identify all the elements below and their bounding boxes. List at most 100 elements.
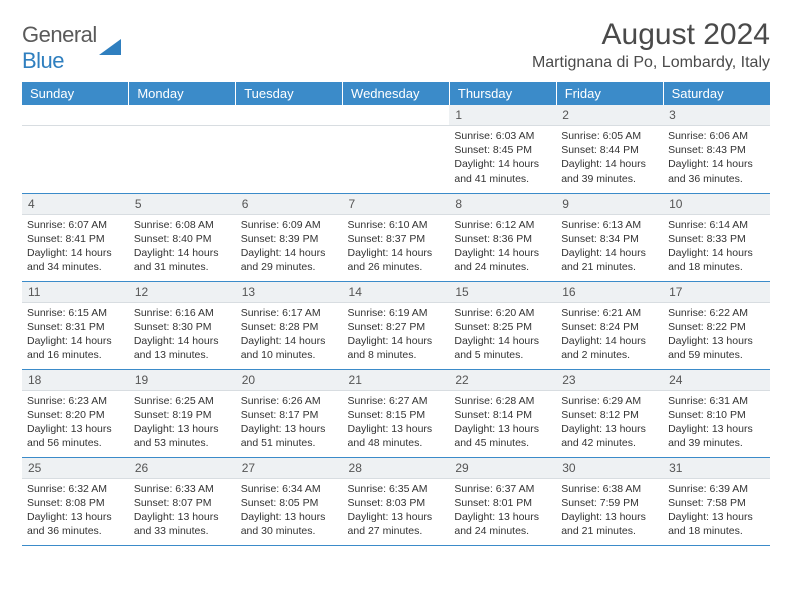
day-number: 15 — [449, 282, 556, 303]
calendar-day-cell: 4Sunrise: 6:07 AMSunset: 8:41 PMDaylight… — [22, 193, 129, 281]
calendar-day-cell: 10Sunrise: 6:14 AMSunset: 8:33 PMDayligh… — [663, 193, 770, 281]
calendar-day-cell: 12Sunrise: 6:16 AMSunset: 8:30 PMDayligh… — [129, 281, 236, 369]
month-title: August 2024 — [532, 18, 770, 52]
day-number: 20 — [236, 370, 343, 391]
day-content: Sunrise: 6:31 AMSunset: 8:10 PMDaylight:… — [663, 391, 770, 456]
day-number: 30 — [556, 458, 663, 479]
day-number: 1 — [449, 105, 556, 126]
day-content — [22, 126, 129, 134]
day-content — [343, 126, 450, 134]
day-number: 6 — [236, 194, 343, 215]
day-content: Sunrise: 6:14 AMSunset: 8:33 PMDaylight:… — [663, 215, 770, 280]
day-number: 17 — [663, 282, 770, 303]
calendar-day-cell: 13Sunrise: 6:17 AMSunset: 8:28 PMDayligh… — [236, 281, 343, 369]
day-number: 7 — [343, 194, 450, 215]
calendar-day-cell: 25Sunrise: 6:32 AMSunset: 8:08 PMDayligh… — [22, 457, 129, 545]
day-content: Sunrise: 6:22 AMSunset: 8:22 PMDaylight:… — [663, 303, 770, 368]
day-number — [22, 105, 129, 126]
day-content: Sunrise: 6:05 AMSunset: 8:44 PMDaylight:… — [556, 126, 663, 191]
day-content: Sunrise: 6:20 AMSunset: 8:25 PMDaylight:… — [449, 303, 556, 368]
day-number: 31 — [663, 458, 770, 479]
day-content: Sunrise: 6:32 AMSunset: 8:08 PMDaylight:… — [22, 479, 129, 544]
calendar-day-cell: 28Sunrise: 6:35 AMSunset: 8:03 PMDayligh… — [343, 457, 450, 545]
weekday-row: SundayMondayTuesdayWednesdayThursdayFrid… — [22, 82, 770, 105]
calendar-day-cell: 7Sunrise: 6:10 AMSunset: 8:37 PMDaylight… — [343, 193, 450, 281]
calendar-day-cell: 1Sunrise: 6:03 AMSunset: 8:45 PMDaylight… — [449, 105, 556, 193]
day-content: Sunrise: 6:10 AMSunset: 8:37 PMDaylight:… — [343, 215, 450, 280]
day-content: Sunrise: 6:16 AMSunset: 8:30 PMDaylight:… — [129, 303, 236, 368]
day-number: 18 — [22, 370, 129, 391]
day-number: 26 — [129, 458, 236, 479]
calendar-day-cell: 19Sunrise: 6:25 AMSunset: 8:19 PMDayligh… — [129, 369, 236, 457]
calendar-day-cell: 26Sunrise: 6:33 AMSunset: 8:07 PMDayligh… — [129, 457, 236, 545]
calendar-day-cell: 29Sunrise: 6:37 AMSunset: 8:01 PMDayligh… — [449, 457, 556, 545]
day-content: Sunrise: 6:27 AMSunset: 8:15 PMDaylight:… — [343, 391, 450, 456]
day-number: 22 — [449, 370, 556, 391]
calendar-day-cell: 16Sunrise: 6:21 AMSunset: 8:24 PMDayligh… — [556, 281, 663, 369]
calendar-day-cell — [22, 105, 129, 193]
day-content: Sunrise: 6:25 AMSunset: 8:19 PMDaylight:… — [129, 391, 236, 456]
calendar-day-cell: 21Sunrise: 6:27 AMSunset: 8:15 PMDayligh… — [343, 369, 450, 457]
calendar-week-row: 4Sunrise: 6:07 AMSunset: 8:41 PMDaylight… — [22, 193, 770, 281]
calendar-day-cell: 11Sunrise: 6:15 AMSunset: 8:31 PMDayligh… — [22, 281, 129, 369]
day-content — [129, 126, 236, 134]
day-content: Sunrise: 6:34 AMSunset: 8:05 PMDaylight:… — [236, 479, 343, 544]
calendar-day-cell: 24Sunrise: 6:31 AMSunset: 8:10 PMDayligh… — [663, 369, 770, 457]
day-content: Sunrise: 6:03 AMSunset: 8:45 PMDaylight:… — [449, 126, 556, 191]
calendar-day-cell: 17Sunrise: 6:22 AMSunset: 8:22 PMDayligh… — [663, 281, 770, 369]
calendar-day-cell: 15Sunrise: 6:20 AMSunset: 8:25 PMDayligh… — [449, 281, 556, 369]
calendar-day-cell: 31Sunrise: 6:39 AMSunset: 7:58 PMDayligh… — [663, 457, 770, 545]
weekday-header: Tuesday — [236, 82, 343, 105]
calendar-table: SundayMondayTuesdayWednesdayThursdayFrid… — [22, 82, 770, 546]
calendar-day-cell — [343, 105, 450, 193]
day-number: 19 — [129, 370, 236, 391]
calendar-day-cell: 27Sunrise: 6:34 AMSunset: 8:05 PMDayligh… — [236, 457, 343, 545]
day-number: 21 — [343, 370, 450, 391]
weekday-header: Wednesday — [343, 82, 450, 105]
day-number: 29 — [449, 458, 556, 479]
day-content: Sunrise: 6:35 AMSunset: 8:03 PMDaylight:… — [343, 479, 450, 544]
day-number — [343, 105, 450, 126]
day-number: 14 — [343, 282, 450, 303]
day-number: 16 — [556, 282, 663, 303]
day-content: Sunrise: 6:38 AMSunset: 7:59 PMDaylight:… — [556, 479, 663, 544]
day-content: Sunrise: 6:19 AMSunset: 8:27 PMDaylight:… — [343, 303, 450, 368]
calendar-day-cell: 9Sunrise: 6:13 AMSunset: 8:34 PMDaylight… — [556, 193, 663, 281]
day-content: Sunrise: 6:06 AMSunset: 8:43 PMDaylight:… — [663, 126, 770, 191]
day-number: 2 — [556, 105, 663, 126]
calendar-week-row: 1Sunrise: 6:03 AMSunset: 8:45 PMDaylight… — [22, 105, 770, 193]
day-content: Sunrise: 6:12 AMSunset: 8:36 PMDaylight:… — [449, 215, 556, 280]
day-content: Sunrise: 6:39 AMSunset: 7:58 PMDaylight:… — [663, 479, 770, 544]
day-content: Sunrise: 6:08 AMSunset: 8:40 PMDaylight:… — [129, 215, 236, 280]
weekday-header: Thursday — [449, 82, 556, 105]
calendar-week-row: 25Sunrise: 6:32 AMSunset: 8:08 PMDayligh… — [22, 457, 770, 545]
weekday-header: Sunday — [22, 82, 129, 105]
calendar-day-cell: 22Sunrise: 6:28 AMSunset: 8:14 PMDayligh… — [449, 369, 556, 457]
calendar-day-cell: 3Sunrise: 6:06 AMSunset: 8:43 PMDaylight… — [663, 105, 770, 193]
calendar-day-cell: 6Sunrise: 6:09 AMSunset: 8:39 PMDaylight… — [236, 193, 343, 281]
day-content: Sunrise: 6:21 AMSunset: 8:24 PMDaylight:… — [556, 303, 663, 368]
day-content: Sunrise: 6:15 AMSunset: 8:31 PMDaylight:… — [22, 303, 129, 368]
weekday-header: Saturday — [663, 82, 770, 105]
brand-text: General Blue — [22, 22, 97, 74]
day-content: Sunrise: 6:29 AMSunset: 8:12 PMDaylight:… — [556, 391, 663, 456]
day-content: Sunrise: 6:28 AMSunset: 8:14 PMDaylight:… — [449, 391, 556, 456]
day-number: 27 — [236, 458, 343, 479]
calendar-day-cell: 30Sunrise: 6:38 AMSunset: 7:59 PMDayligh… — [556, 457, 663, 545]
day-number: 12 — [129, 282, 236, 303]
day-number: 13 — [236, 282, 343, 303]
day-number: 5 — [129, 194, 236, 215]
calendar-week-row: 18Sunrise: 6:23 AMSunset: 8:20 PMDayligh… — [22, 369, 770, 457]
day-number: 28 — [343, 458, 450, 479]
day-content: Sunrise: 6:17 AMSunset: 8:28 PMDaylight:… — [236, 303, 343, 368]
calendar-day-cell: 14Sunrise: 6:19 AMSunset: 8:27 PMDayligh… — [343, 281, 450, 369]
day-number: 11 — [22, 282, 129, 303]
calendar-day-cell: 8Sunrise: 6:12 AMSunset: 8:36 PMDaylight… — [449, 193, 556, 281]
calendar-week-row: 11Sunrise: 6:15 AMSunset: 8:31 PMDayligh… — [22, 281, 770, 369]
day-number: 8 — [449, 194, 556, 215]
brand-word1: General — [22, 22, 97, 47]
header: General Blue August 2024 Martignana di P… — [22, 18, 770, 74]
day-number: 25 — [22, 458, 129, 479]
day-number — [129, 105, 236, 126]
calendar-day-cell: 23Sunrise: 6:29 AMSunset: 8:12 PMDayligh… — [556, 369, 663, 457]
